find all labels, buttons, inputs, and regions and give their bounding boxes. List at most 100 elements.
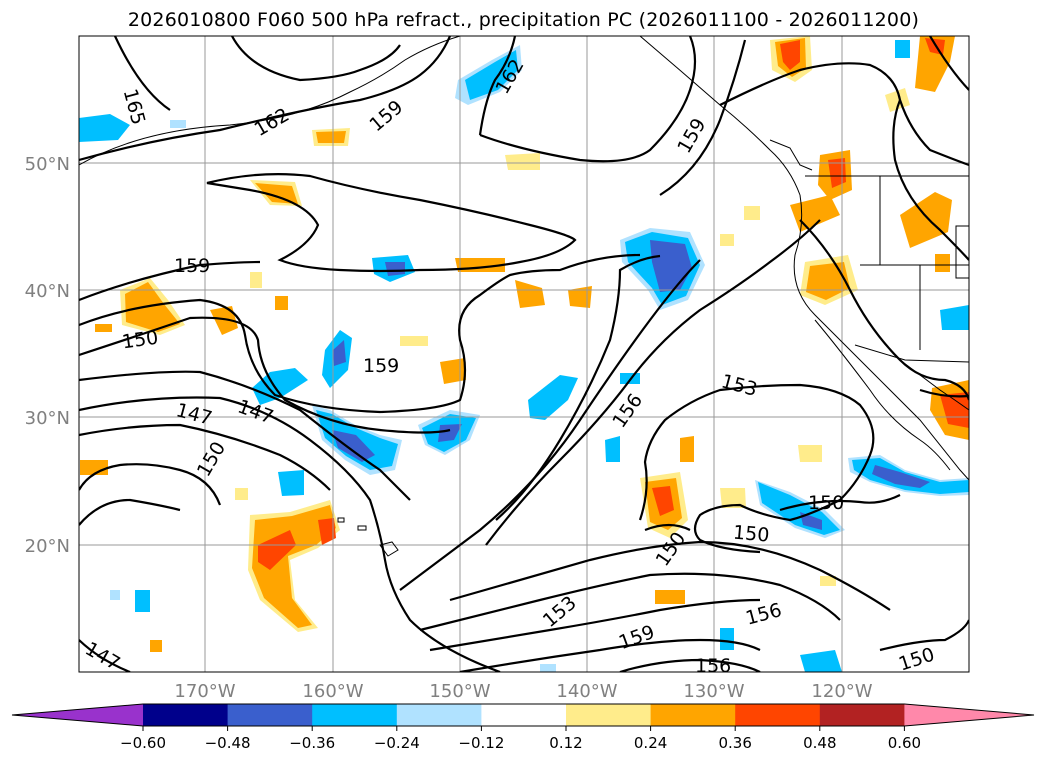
- contour-line: [79, 639, 131, 672]
- contour-label: 150: [732, 522, 770, 547]
- precip-area: [605, 436, 620, 462]
- precip-area: [252, 505, 336, 628]
- contour-line: [495, 254, 661, 521]
- precip-positive-areas: [80, 36, 969, 652]
- colorbar-segment: [312, 704, 398, 726]
- precip-area: [744, 206, 760, 220]
- contour-line: [919, 388, 969, 398]
- colorbar: −0.60 −0.48 −0.36 −0.24 −0.12 0.12 0.24 0.36 0.4…: [11, 703, 1035, 752]
- precip-area: [332, 430, 375, 462]
- contour-label: 150: [896, 643, 937, 675]
- colorbar-extend-high: [904, 704, 1034, 726]
- contour-line: [485, 219, 821, 546]
- contour-line: [449, 540, 891, 611]
- precip-area: [528, 375, 578, 420]
- precip-area: [80, 460, 108, 475]
- contour-line: [79, 36, 452, 162]
- precip-area: [652, 486, 674, 516]
- lon-label: 170°W: [174, 681, 235, 702]
- contour-line: [779, 494, 901, 512]
- precip-area: [333, 340, 346, 366]
- contour-label: 159: [363, 355, 399, 377]
- contour-label: 150: [808, 492, 844, 514]
- contour-line: [929, 36, 969, 91]
- lat-label: 30°N: [25, 408, 70, 429]
- precip-area: [800, 650, 842, 672]
- contour-line: [79, 370, 411, 501]
- precip-area: [780, 40, 800, 70]
- colorbar-segment: [143, 704, 229, 726]
- contour-line: [79, 260, 261, 302]
- contour-line: [419, 572, 841, 632]
- precip-area: [385, 262, 405, 276]
- island-hawaii-small: [357, 525, 367, 531]
- contour-label: 159: [365, 96, 407, 136]
- precip-area: [790, 195, 840, 232]
- contour-line: [638, 383, 875, 554]
- contour-line: [892, 99, 969, 261]
- precip-area: [820, 576, 836, 586]
- precip-area: [95, 324, 112, 332]
- lon-label: 130°W: [683, 681, 744, 702]
- contour-line: [429, 598, 761, 652]
- coastline-alaska: [79, 36, 461, 166]
- contour-line: [659, 39, 747, 196]
- precip-area: [680, 436, 694, 462]
- contour-label: 153: [719, 370, 760, 401]
- precip-area: [318, 518, 336, 545]
- precip-area: [278, 470, 304, 496]
- coastline-west-us: [793, 194, 969, 481]
- colorbar-segment: [481, 704, 567, 726]
- precip-area: [110, 590, 120, 600]
- contour-label: 156: [743, 599, 784, 630]
- colorbar-segment: [566, 704, 652, 726]
- contour-label: 150: [652, 528, 691, 570]
- contour-line: [79, 316, 451, 434]
- contour-label: 156: [695, 655, 731, 677]
- contour-label: 156: [608, 390, 647, 432]
- colorbar-segment: [819, 704, 905, 726]
- precip-area: [170, 120, 186, 128]
- precip-area: [440, 358, 466, 384]
- contour-line: [231, 36, 401, 82]
- precip-area: [540, 664, 556, 672]
- colorbar-tick-label: 0.12: [549, 734, 582, 752]
- contour-line: [79, 498, 181, 526]
- precip-area: [438, 424, 462, 442]
- island-hawaii: [379, 541, 399, 557]
- colorbar-tick-label: −0.36: [289, 734, 335, 752]
- border-us-mexico: [854, 344, 969, 363]
- contour-line: [478, 36, 517, 136]
- contour-line: [644, 523, 691, 532]
- lon-label: 160°W: [302, 681, 363, 702]
- contour-line: [399, 259, 701, 591]
- precip-area: [940, 305, 969, 330]
- colorbar-tick-label: −0.48: [205, 734, 251, 752]
- contour-line: [79, 253, 641, 414]
- precip-area: [316, 131, 346, 143]
- contour-label: 165: [119, 86, 150, 127]
- precip-area: [252, 368, 308, 405]
- coastline-alaska-panhandle: [639, 36, 801, 196]
- contour-line: [459, 638, 761, 672]
- contours: [79, 36, 969, 672]
- contour-line: [619, 658, 761, 672]
- lat-label: 50°N: [25, 154, 70, 175]
- precip-area: [400, 336, 428, 346]
- contour-label: 162: [251, 104, 293, 141]
- colorbar-tick-label: −0.24: [374, 734, 420, 752]
- precip-negative-areas: [79, 40, 969, 672]
- precip-area: [720, 628, 734, 650]
- contour-line: [719, 62, 969, 167]
- coastline-canada-islands: [769, 139, 813, 171]
- colorbar-tick-label: 0.24: [634, 734, 667, 752]
- contour-label: 147: [81, 638, 123, 675]
- contour-line: [799, 219, 969, 401]
- precip-area: [720, 234, 734, 246]
- precip-area: [79, 114, 130, 142]
- graticule: [79, 36, 969, 672]
- precip-area: [275, 296, 288, 310]
- precip-area: [800, 512, 822, 530]
- contour-line: [79, 423, 331, 491]
- contour-line: [114, 36, 171, 111]
